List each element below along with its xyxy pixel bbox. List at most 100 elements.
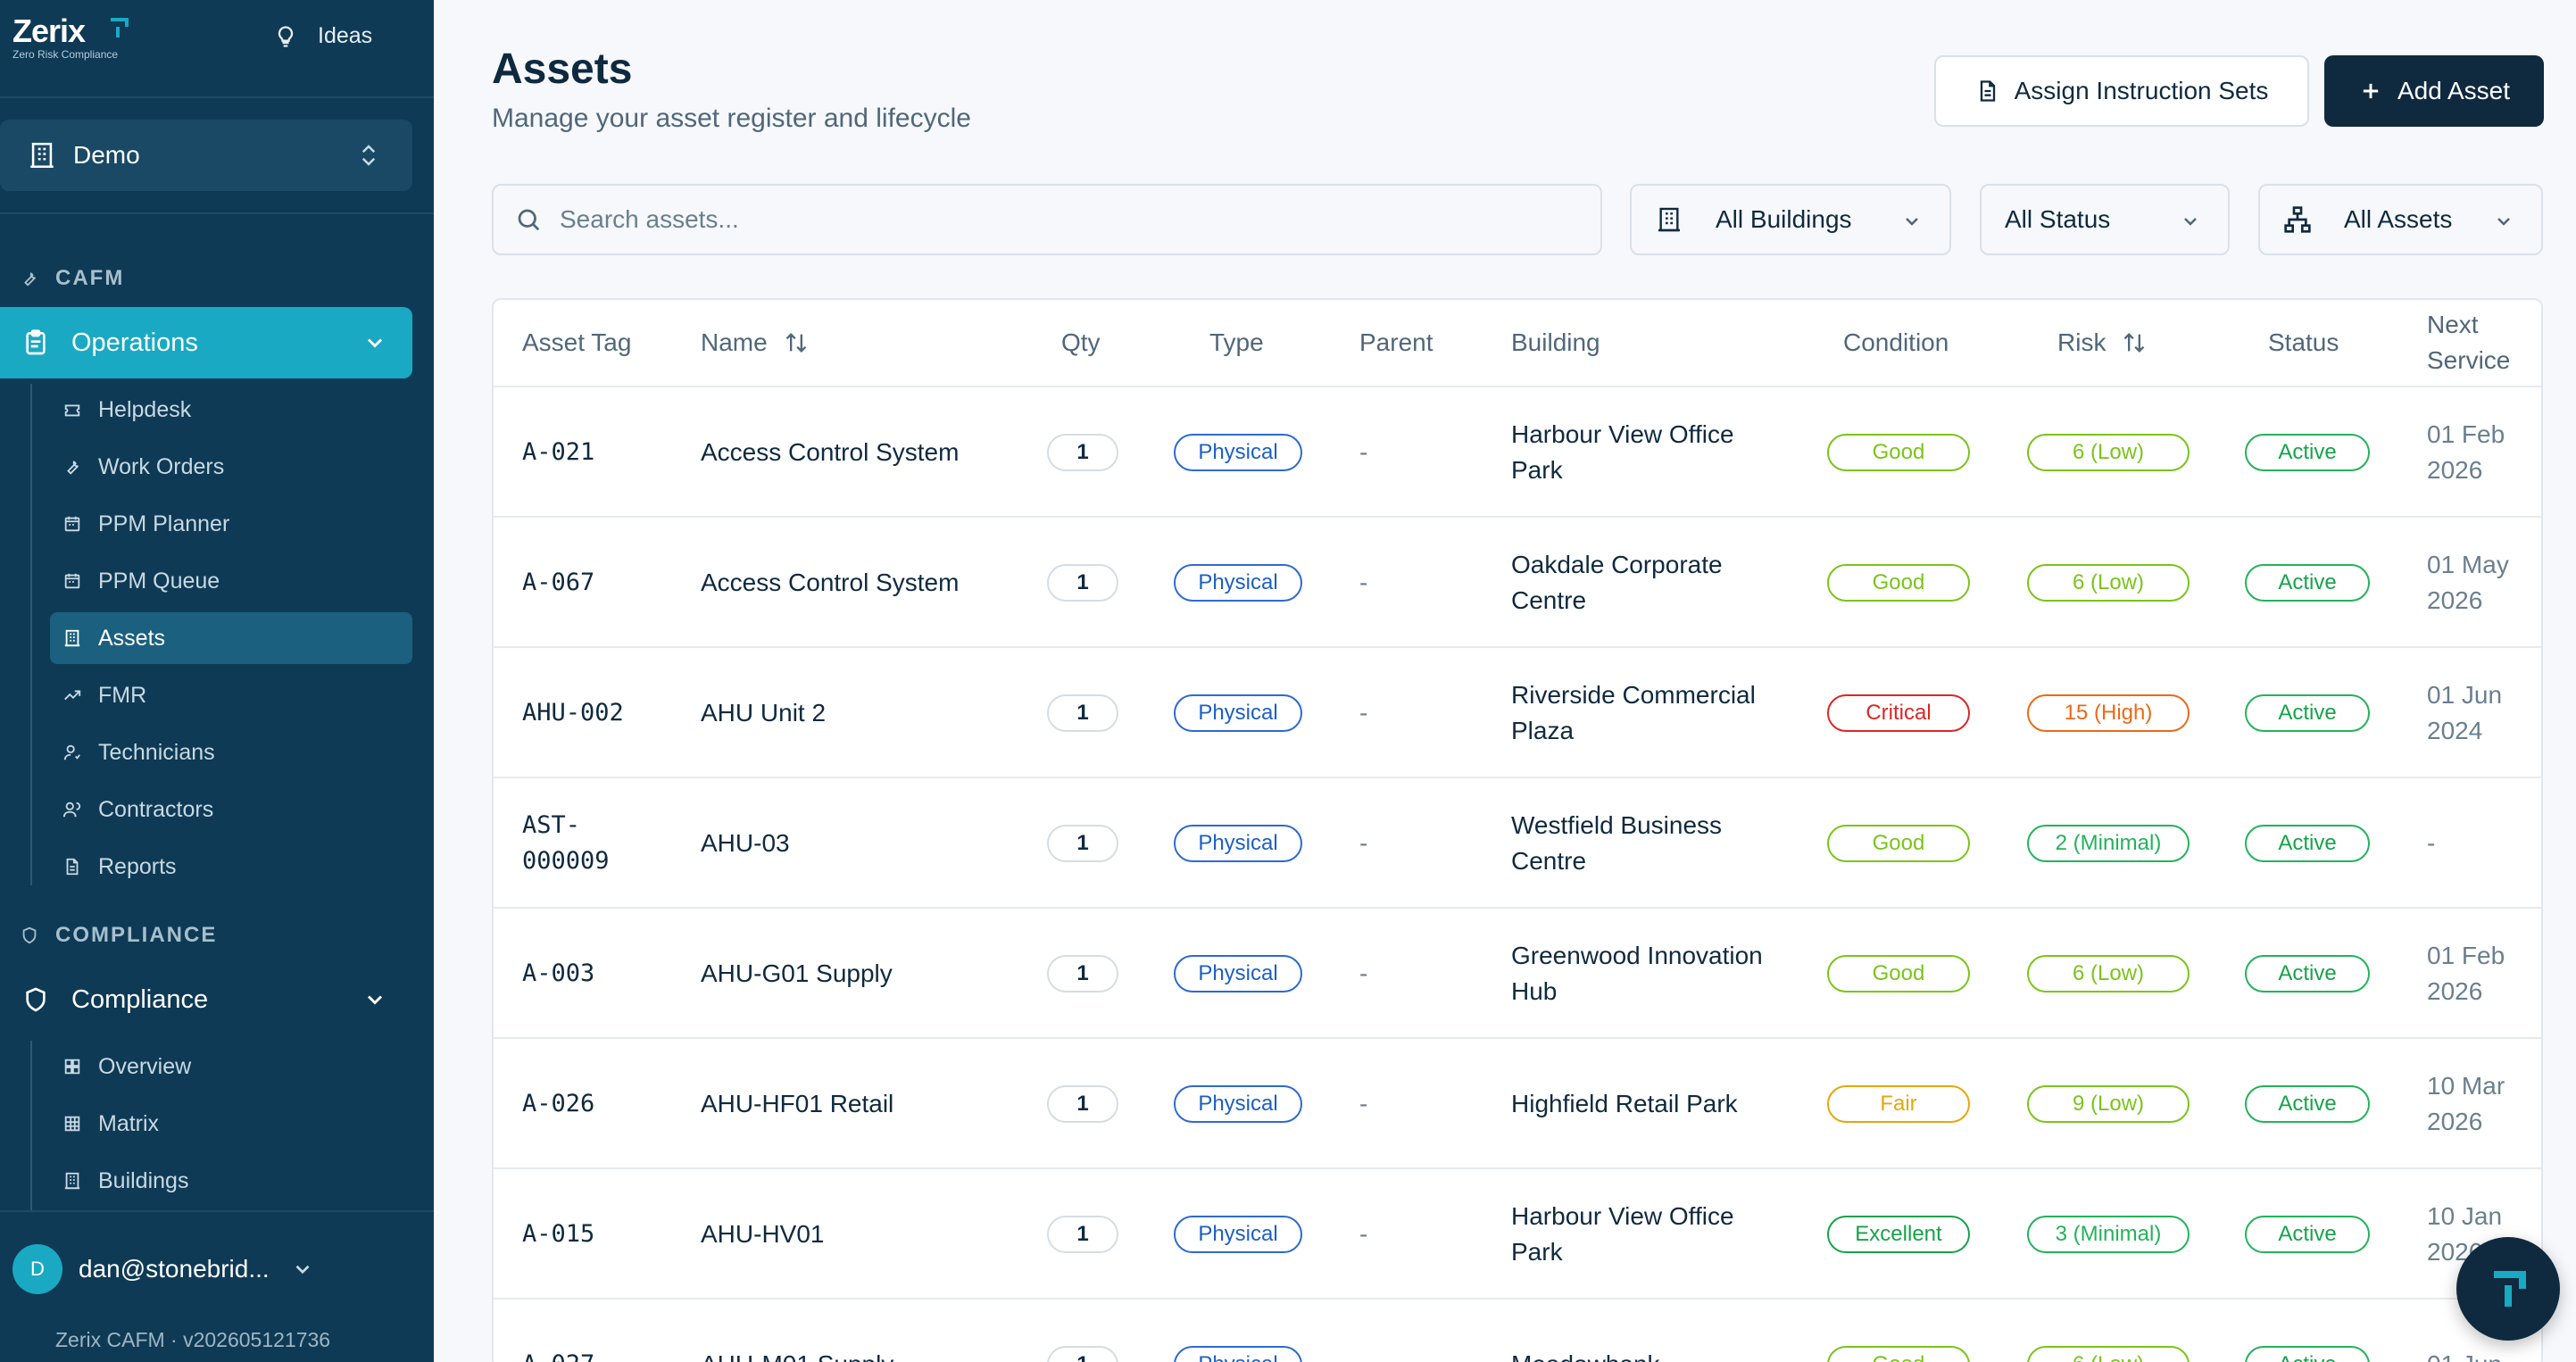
table-row[interactable]: A-067 Access Control System 1 Physical - Oakd… <box>494 516 2541 648</box>
column-header-name[interactable]: Name <box>701 300 809 386</box>
search-icon <box>518 209 540 231</box>
building-cell: Westfield Business Centre <box>1511 811 1723 875</box>
sidebar-item-label: Assets <box>98 625 166 651</box>
asset-tag-cell: AST- 000009 <box>522 811 610 875</box>
next-service-cell: 01 Feb 2026 <box>2427 420 2505 484</box>
sidebar-item-assets[interactable]: Assets <box>50 612 412 664</box>
section-label-compliance: COMPLIANCE <box>20 923 217 948</box>
divider <box>0 1210 434 1212</box>
building-cell: Harbour View Office Park <box>1511 420 1734 484</box>
asset-tag-cell: A-026 <box>522 1090 595 1117</box>
table-row[interactable]: AST- 000009 AHU-03 1 Physical - Westfield Busi… <box>494 777 2541 909</box>
column-header-qty[interactable]: Qty <box>1061 328 1101 356</box>
risk-badge: 6 (Low) <box>2027 564 2190 602</box>
asset-name-cell[interactable]: Access Control System <box>701 569 960 596</box>
column-header-next-service[interactable]: Next Service <box>2427 311 2511 374</box>
sidebar-item-ppm-queue[interactable]: PPM Queue <box>50 555 412 607</box>
parent-cell: - <box>1359 438 1368 466</box>
column-header-status[interactable]: Status <box>2268 328 2339 356</box>
sidebar-item-contractors[interactable]: Contractors <box>50 784 412 835</box>
table-row[interactable]: A-026 AHU-HF01 Retail 1 Physical - Highfield … <box>494 1037 2541 1169</box>
nav-group-label: Operations <box>71 328 198 357</box>
condition-badge: Good <box>1827 955 1970 992</box>
qty-cell: 1 <box>1047 387 1118 518</box>
status-badge: Active <box>2245 1085 2370 1123</box>
sidebar-item-label: Helpdesk <box>98 396 192 422</box>
asset-name-cell[interactable]: AHU-03 <box>701 829 790 857</box>
qty-cell: 1 <box>1047 1039 1118 1169</box>
qty-badge: 1 <box>1047 825 1118 862</box>
subnav-line <box>30 384 32 885</box>
table-row[interactable]: A-027 AHU-M01 Supply 1 Physical - Meadowbank G… <box>494 1298 2541 1362</box>
condition-cell: Good <box>1827 778 1970 909</box>
column-header-parent[interactable]: Parent <box>1359 328 1433 356</box>
ideas-link[interactable]: Ideas <box>273 23 372 49</box>
page-title: Assets <box>492 46 633 93</box>
condition-badge: Good <box>1827 434 1970 471</box>
condition-cell: Good <box>1827 518 1970 648</box>
divider <box>0 96 434 98</box>
nav-group-operations[interactable]: Operations <box>0 307 412 378</box>
table-row[interactable]: A-015 AHU-HV01 1 Physical - Harbour View Offi… <box>494 1167 2541 1298</box>
add-asset-button[interactable]: Add Asset <box>2324 55 2544 127</box>
column-header-condition[interactable]: Condition <box>1843 328 1949 356</box>
asset-name-cell[interactable]: AHU-M01 Supply <box>701 1300 893 1362</box>
sidebar-item-label: Overview <box>98 1053 192 1079</box>
status-filter[interactable]: All Status <box>1980 184 2230 255</box>
help-fab-button[interactable] <box>2456 1237 2560 1341</box>
qty-badge: 1 <box>1047 434 1118 471</box>
sidebar-item-fmr[interactable]: FMR <box>50 669 412 721</box>
column-header-asset-tag[interactable]: Asset Tag <box>522 328 632 356</box>
asset-name-cell[interactable]: Access Control System <box>701 438 960 466</box>
search-box[interactable] <box>492 184 1602 255</box>
type-badge: Physical <box>1174 434 1302 471</box>
status-cell: Active <box>2245 778 2370 909</box>
users-icon <box>62 801 81 818</box>
nav-group-compliance[interactable]: Compliance <box>0 964 412 1035</box>
type-cell: Physical <box>1174 518 1302 648</box>
tenant-switcher[interactable]: Demo <box>0 120 412 191</box>
buildings-filter[interactable]: All Buildings <box>1630 184 1951 255</box>
brand-logo[interactable]: Zerix Zero Risk Compliance <box>12 12 129 68</box>
assets-filter[interactable]: All Assets <box>2258 184 2543 255</box>
sidebar-item-reports[interactable]: Reports <box>50 841 412 893</box>
type-badge: Physical <box>1174 564 1302 602</box>
type-cell: Physical <box>1174 909 1302 1039</box>
sidebar-item-ppm-planner[interactable]: PPM Planner <box>50 498 412 550</box>
brand-tagline: Zero Risk Compliance <box>12 48 119 61</box>
brand-name: Zerix <box>12 12 86 49</box>
user-menu[interactable]: D dan@stonebrid... <box>12 1244 314 1294</box>
type-cell: Physical <box>1174 1300 1302 1362</box>
condition-cell: Fair <box>1827 1039 1970 1169</box>
building-cell: Oakdale Corporate Centre <box>1511 551 1723 614</box>
table-row[interactable]: A-021 Access Control System 1 Physical - Harb… <box>494 386 2541 518</box>
version-text: Zerix CAFM · v202605121736 <box>55 1328 331 1351</box>
parent-cell: - <box>1359 699 1368 727</box>
assign-instruction-sets-button[interactable]: Assign Instruction Sets <box>1934 55 2309 127</box>
asset-name-cell[interactable]: AHU Unit 2 <box>701 699 827 727</box>
column-header-risk[interactable]: Risk <box>2057 300 2147 386</box>
table-row[interactable]: AHU-002 AHU Unit 2 1 Physical - Riverside Com… <box>494 646 2541 778</box>
sidebar-item-work-orders[interactable]: Work Orders <box>50 441 412 493</box>
sidebar-item-technicians[interactable]: Technicians <box>50 727 412 778</box>
type-cell: Physical <box>1174 648 1302 778</box>
sidebar-item-overview[interactable]: Overview <box>50 1041 412 1092</box>
search-input[interactable] <box>560 205 1541 234</box>
building-cell: Meadowbank <box>1511 1300 1660 1362</box>
subnav-line <box>30 1041 32 1210</box>
column-header-type[interactable]: Type <box>1209 328 1264 356</box>
asset-name-cell[interactable]: AHU-G01 Supply <box>701 959 893 987</box>
column-header-building[interactable]: Building <box>1511 328 1600 356</box>
status-badge: Active <box>2245 694 2370 732</box>
asset-name-cell[interactable]: AHU-HV01 <box>701 1220 825 1248</box>
sidebar-item-label: Contractors <box>98 796 214 822</box>
sidebar-item-buildings[interactable]: Buildings <box>50 1155 412 1207</box>
sidebar-item-matrix[interactable]: Matrix <box>50 1098 412 1150</box>
sidebar-item-helpdesk[interactable]: Helpdesk <box>50 384 412 436</box>
condition-badge: Critical <box>1827 694 1970 732</box>
sidebar-item-label: Technicians <box>98 739 215 765</box>
asset-name-cell[interactable]: AHU-HF01 Retail <box>701 1090 894 1117</box>
status-cell: Active <box>2245 1300 2370 1362</box>
table-row[interactable]: A-003 AHU-G01 Supply 1 Physical - Greenwood I… <box>494 907 2541 1039</box>
risk-cell: 6 (Low) <box>2027 387 2190 518</box>
